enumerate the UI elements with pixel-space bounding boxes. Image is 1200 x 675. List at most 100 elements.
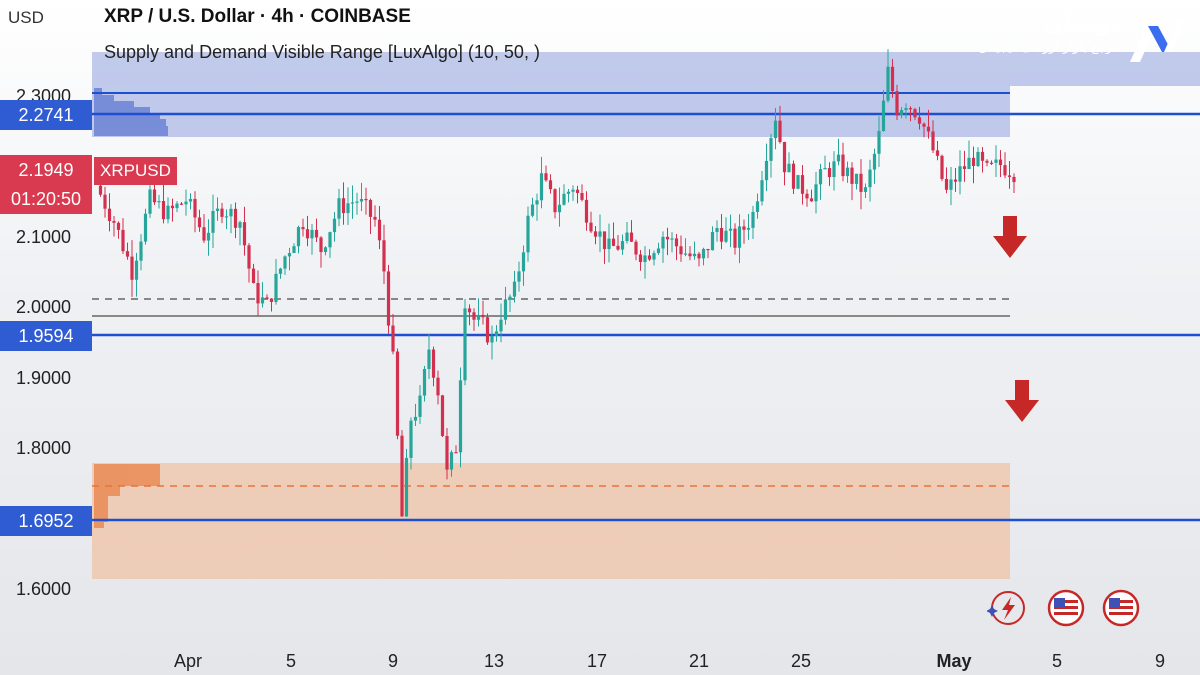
candle-body: [314, 229, 319, 238]
candle-body: [908, 108, 913, 110]
candle-body: [836, 154, 841, 162]
candle-body: [733, 228, 737, 248]
candle-body: [373, 216, 377, 220]
x-tick-label: 9: [1155, 651, 1165, 671]
candle-body: [629, 232, 634, 242]
candle-body: [607, 238, 611, 250]
candle-body: [706, 248, 710, 251]
candle-body: [656, 248, 661, 254]
us-flag-icon[interactable]: [1047, 589, 1085, 627]
down-arrow-icon: [1005, 380, 1039, 422]
nosan-logo-icon: [1130, 20, 1186, 62]
candle-body: [355, 201, 359, 203]
candle-body: [382, 240, 386, 272]
candle-body: [697, 253, 701, 259]
candle-body: [598, 231, 602, 237]
candle-body: [886, 66, 890, 101]
candle-body: [350, 202, 355, 204]
candle-body: [796, 175, 800, 189]
y-tick-label: 2.0000: [16, 297, 71, 317]
candle-body: [152, 189, 157, 203]
candle-body: [827, 168, 832, 178]
candle-body: [566, 191, 571, 194]
candle-body: [737, 226, 742, 248]
candle-body: [283, 256, 287, 269]
candle-body: [368, 199, 373, 217]
candle-body: [755, 201, 760, 212]
candle-body: [742, 226, 746, 230]
candle-body: [539, 173, 544, 201]
candle-body: [341, 198, 346, 214]
supply-volume-profile: [94, 88, 168, 136]
candle-body: [724, 230, 728, 242]
candle-body: [764, 160, 769, 181]
candle-body: [476, 314, 481, 320]
candle-body: [634, 241, 638, 255]
candle-body: [728, 228, 733, 231]
lightning-icon[interactable]: [986, 589, 1025, 627]
x-tick-label: 25: [791, 651, 811, 671]
candle-body: [179, 203, 184, 205]
candle-body: [544, 173, 548, 181]
candle-body: [881, 100, 886, 132]
candle-body: [719, 228, 724, 242]
candle-body: [112, 221, 116, 223]
candle-body: [202, 227, 206, 241]
candle-body: [436, 377, 440, 396]
candle-body: [125, 251, 130, 257]
candle-body: [517, 271, 521, 282]
candle-body: [562, 193, 566, 205]
candle-body: [769, 138, 773, 161]
candle-body: [292, 246, 296, 254]
candle-body: [103, 194, 107, 209]
candle-body: [319, 237, 323, 253]
candle-body: [845, 167, 850, 177]
candle-body: [206, 232, 211, 241]
candle-body: [386, 271, 391, 326]
candle-body: [530, 204, 535, 216]
candle-body: [557, 204, 562, 213]
candle-body: [472, 312, 476, 320]
candle-body: [584, 199, 589, 223]
candle-body: [1007, 175, 1012, 177]
supply-zone: [92, 52, 1200, 86]
indicator-label[interactable]: Supply and Demand Visible Range [LuxAlgo…: [104, 42, 540, 62]
countdown-badge: 01:20:50: [0, 184, 92, 214]
candle-body: [251, 268, 256, 284]
candle-body: [814, 184, 818, 202]
candle-body: [440, 395, 445, 436]
candle-body: [184, 201, 188, 205]
candle-body: [818, 169, 823, 185]
candle-body: [643, 255, 647, 262]
candle-body: [175, 203, 179, 209]
candle-body: [701, 248, 706, 259]
candle-body: [854, 173, 859, 184]
candle-body: [809, 198, 814, 202]
candle-body: [850, 167, 854, 184]
candle-body: [800, 175, 805, 194]
candle-body: [989, 162, 994, 164]
candle-body: [589, 222, 593, 232]
candle-body: [161, 201, 166, 220]
candle-body: [823, 168, 827, 170]
candle-body: [967, 157, 971, 170]
candle-body: [278, 268, 283, 274]
candle-body: [121, 229, 125, 252]
candle-body: [427, 349, 431, 370]
candle-body: [193, 198, 197, 218]
candle-body: [332, 218, 337, 233]
candle-body: [224, 216, 229, 218]
candle-body: [778, 120, 782, 143]
us-flag-icon[interactable]: [1102, 589, 1140, 627]
brand-tagline: مرجع بازار ارزهای دیجیتال: [978, 40, 1120, 55]
candle-body: [890, 66, 895, 92]
candle-body: [454, 452, 458, 454]
candle-body: [841, 154, 845, 177]
x-tick-label: 5: [1052, 651, 1062, 671]
chart-title: XRP / U.S. Dollar · 4h · COINBASE: [104, 6, 411, 27]
candle-body: [670, 238, 674, 240]
candle-body: [310, 229, 314, 239]
candle-body: [197, 217, 202, 228]
